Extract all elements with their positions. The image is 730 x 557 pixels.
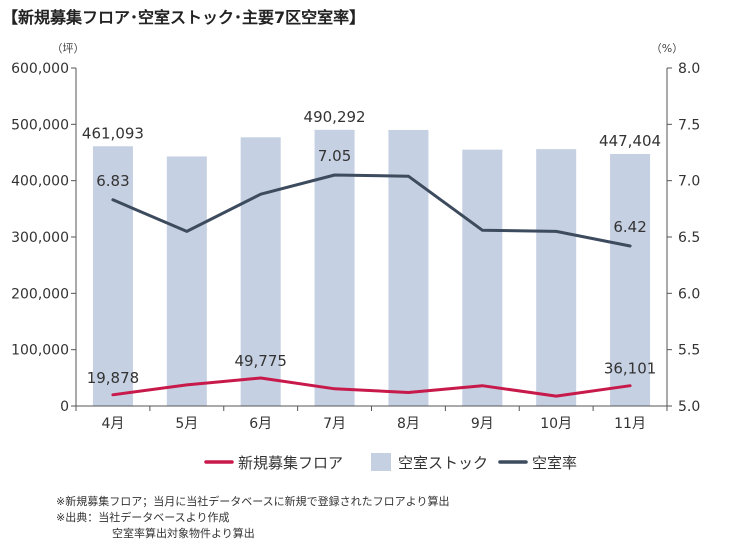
data-label-新規募集フロア-4月: 19,878 bbox=[87, 369, 140, 387]
data-label-空室ストック-4月: 461,093 bbox=[82, 124, 144, 142]
bar-空室ストック-7月 bbox=[314, 129, 355, 406]
left-axis-tick-label: 200,000 bbox=[11, 286, 69, 302]
legend-label-新規募集フロア: 新規募集フロア bbox=[238, 454, 343, 472]
data-label-空室率-11月: 6.42 bbox=[613, 218, 646, 236]
axes: 0 100,000 200,000 300,000 400,000 500,000 600,… bbox=[11, 42, 700, 432]
data-label-空室率-4月: 6.83 bbox=[96, 172, 129, 190]
x-axis-tick-label: 9月 bbox=[471, 416, 494, 432]
left-axis-tick-label: 600,000 bbox=[11, 61, 69, 77]
left-axis-tick-label: 0 bbox=[60, 399, 69, 415]
bar-series bbox=[92, 129, 651, 407]
right-axis-tick-label: 8.0 bbox=[678, 61, 700, 77]
footnote-1: ※新規募集フロア；当月に当社データベースに新規で登録されたフロアより算出 bbox=[56, 495, 450, 508]
footnotes: ※新規募集フロア；当月に当社データベースに新規で登録されたフロアより算出 ※出典… bbox=[56, 494, 449, 542]
legend-label-空室率: 空室率 bbox=[532, 454, 577, 472]
x-axis-tick-label: 11月 bbox=[614, 416, 646, 432]
footnote-3: 空室率算出対象物件より算出 bbox=[112, 527, 255, 540]
right-axis-tick-label: 7.5 bbox=[678, 117, 700, 133]
left-axis-tick-label: 100,000 bbox=[11, 343, 69, 359]
x-axis-tick-label: 10月 bbox=[540, 416, 572, 432]
data-label-空室ストック-11月: 447,404 bbox=[599, 132, 661, 150]
bar-空室ストック-6月 bbox=[240, 137, 281, 407]
bar-空室ストック-10月 bbox=[536, 149, 577, 406]
left-axis-unit: （坪） bbox=[52, 42, 85, 55]
right-axis-tick-label: 5.0 bbox=[678, 399, 700, 415]
footnote-2: ※出典：当社データベースより作成 bbox=[56, 511, 230, 524]
data-label-空室ストック-7月: 490,292 bbox=[304, 108, 366, 126]
line-series bbox=[111, 173, 632, 398]
bar-空室ストック-9月 bbox=[462, 149, 503, 406]
right-axis-tick-label: 5.5 bbox=[678, 343, 700, 359]
left-axis-tick-label: 400,000 bbox=[11, 174, 69, 190]
x-axis-tick-label: 7月 bbox=[323, 416, 346, 432]
right-axis-unit: （%） bbox=[651, 42, 683, 55]
bar-空室ストック-5月 bbox=[166, 156, 207, 406]
left-axis-tick-label: 500,000 bbox=[11, 117, 69, 133]
line-空室率 bbox=[111, 173, 632, 248]
data-label-新規募集フロア-6月: 49,775 bbox=[234, 352, 287, 370]
legend-swatch-空室ストック bbox=[371, 453, 391, 471]
x-axis-tick-label: 8月 bbox=[397, 416, 420, 432]
bar-空室ストック-8月 bbox=[388, 129, 429, 406]
right-axis-tick-label: 6.0 bbox=[678, 286, 700, 302]
x-axis-tick-label: 5月 bbox=[175, 416, 198, 432]
bar-空室ストック-11月 bbox=[610, 153, 651, 406]
legend-label-空室ストック: 空室ストック bbox=[398, 454, 488, 472]
right-axis-tick-label: 6.5 bbox=[678, 230, 700, 246]
chart-title: 【新規募集フロア･空室ストック･主要7区空室率】 bbox=[2, 8, 366, 27]
x-axis-tick-label: 4月 bbox=[101, 416, 124, 432]
data-label-新規募集フロア-11月: 36,101 bbox=[604, 360, 657, 378]
line-新規募集フロア bbox=[111, 376, 632, 398]
data-label-空室率-7月: 7.05 bbox=[318, 147, 351, 165]
x-axis-tick-label: 6月 bbox=[249, 416, 272, 432]
legend: 新規募集フロア 空室ストック 空室率 bbox=[204, 453, 577, 472]
right-axis-tick-label: 7.0 bbox=[678, 174, 700, 190]
data-labels: 461,093 490,292 447,404 6.83 7.05 6.42 19,878 4… bbox=[82, 108, 661, 387]
left-axis-tick-label: 300,000 bbox=[11, 230, 69, 246]
bar-空室ストック-4月 bbox=[92, 146, 133, 406]
